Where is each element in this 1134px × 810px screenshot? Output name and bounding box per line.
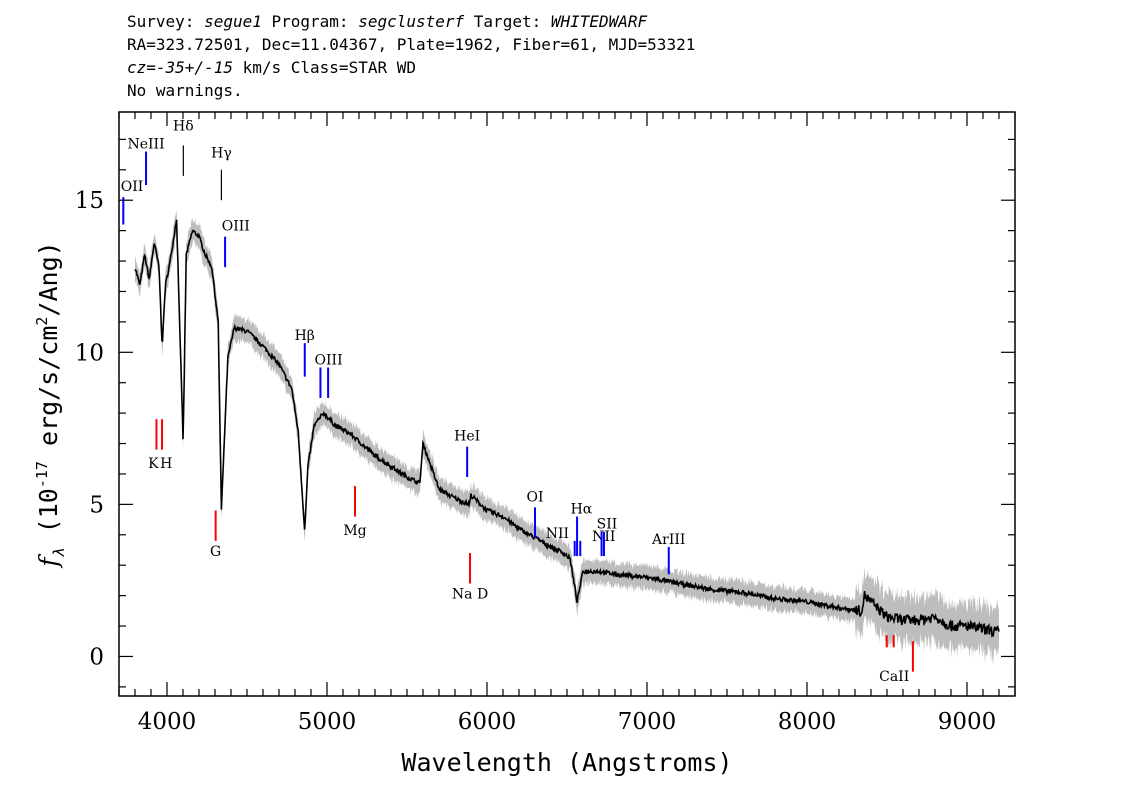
x-tick-label: 8000 [778,709,837,735]
emission-line-label: OI [526,489,543,505]
emission-line-label: SII [597,517,618,533]
x-axis-title: Wavelength (Angstroms) [401,748,732,777]
y-tick-label: 15 [75,188,104,214]
emission-line-label: Hβ [295,328,315,344]
error-band-layer [135,210,999,665]
emission-line-label: OIII [315,352,343,368]
y-tick-label: 0 [89,644,104,670]
x-tick-label: 9000 [938,709,997,735]
flux-series-line [134,219,1000,638]
spectrum-header: Survey: segue1 Program: segclusterf Targ… [127,10,695,102]
flux-error-band [135,210,999,665]
target-value: WHITEDWARF [550,12,648,31]
absorption-line-label: H [160,456,172,472]
emission-line-label: Hγ [211,146,232,162]
header-line-survey: Survey: segue1 Program: segclusterf Targ… [127,10,695,33]
x-tick-label: 4000 [138,709,197,735]
absorption-line-label: G [210,544,221,560]
emission-line-label: OII [121,179,144,195]
header-line-warnings: No warnings. [127,81,243,100]
flux-layer [134,219,1000,638]
absorption-line-label: CaII [879,669,909,685]
y-tick-label: 10 [75,340,104,366]
target-label: Target: [464,12,551,31]
header-line-redshift: cz=-35+/-15 km/s Class=STAR WD [127,56,695,79]
emission-line-label: OIII [222,219,250,235]
spectral-lines-layer: OIINeIIIHδHγOIIIHβOIIIHeIOINIIHαNIISIIAr… [121,118,914,685]
y-tick-label: 5 [89,492,104,518]
emission-line-label: Hδ [173,118,194,134]
x-tick-label: 5000 [298,709,357,735]
emission-line-label: NII [546,526,569,542]
absorption-line-label: K [148,456,159,472]
x-tick-label: 6000 [458,709,517,735]
emission-line-label: NeIII [127,137,164,153]
axis-ticks-layer: 4000 5000 6000 7000 8000 9000 0 5 10 15 [75,112,1016,735]
absorption-line-label: Na D [452,587,488,603]
survey-label: Survey: [127,12,205,31]
program-value: segclusterf [358,12,465,31]
emission-line-label: ArIII [651,532,685,548]
survey-value: segue1 [204,12,262,31]
header-line-coordinates: RA=323.72501, Dec=11.04367, Plate=1962, … [127,35,696,54]
class-value: km/s Class=STAR WD [232,58,416,77]
program-label: Program: [261,12,359,31]
absorption-line-label: Mg [343,523,366,539]
emission-line-label: Hα [571,502,593,518]
emission-line-label: HeI [454,429,480,445]
y-axis-title: fλ (10-17 erg/s/cm2/Ang) [33,241,68,568]
cz-value: cz=-35+/-15 [127,58,233,77]
x-tick-label: 7000 [618,709,677,735]
